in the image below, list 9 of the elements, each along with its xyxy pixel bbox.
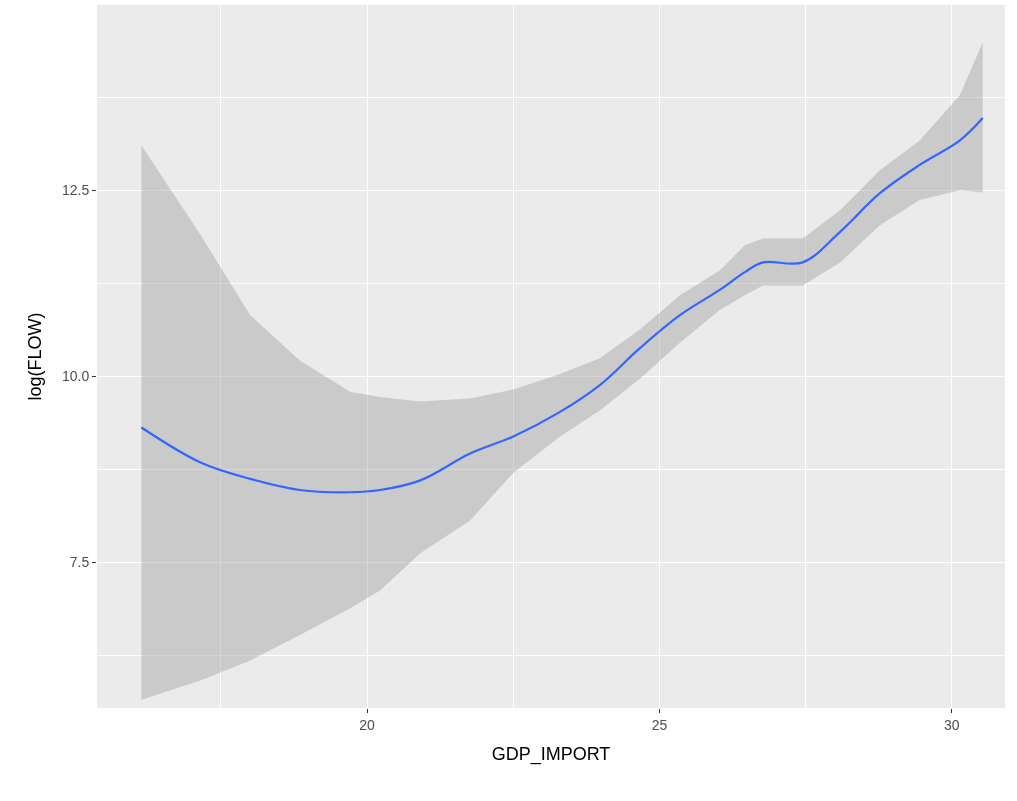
x-tick-label: 25 <box>651 716 668 733</box>
y-tick-label: 12.5 <box>61 182 90 199</box>
y-tick-label: 7.5 <box>69 554 90 571</box>
x-axis-title: GDP_IMPORT <box>491 743 611 765</box>
x-tick-label: 20 <box>359 716 376 733</box>
y-axis-title: log(FLOW) <box>25 312 46 401</box>
y-tick-label: 10.0 <box>61 368 90 385</box>
line-series <box>140 116 984 494</box>
x-tick-label: 30 <box>944 716 960 733</box>
